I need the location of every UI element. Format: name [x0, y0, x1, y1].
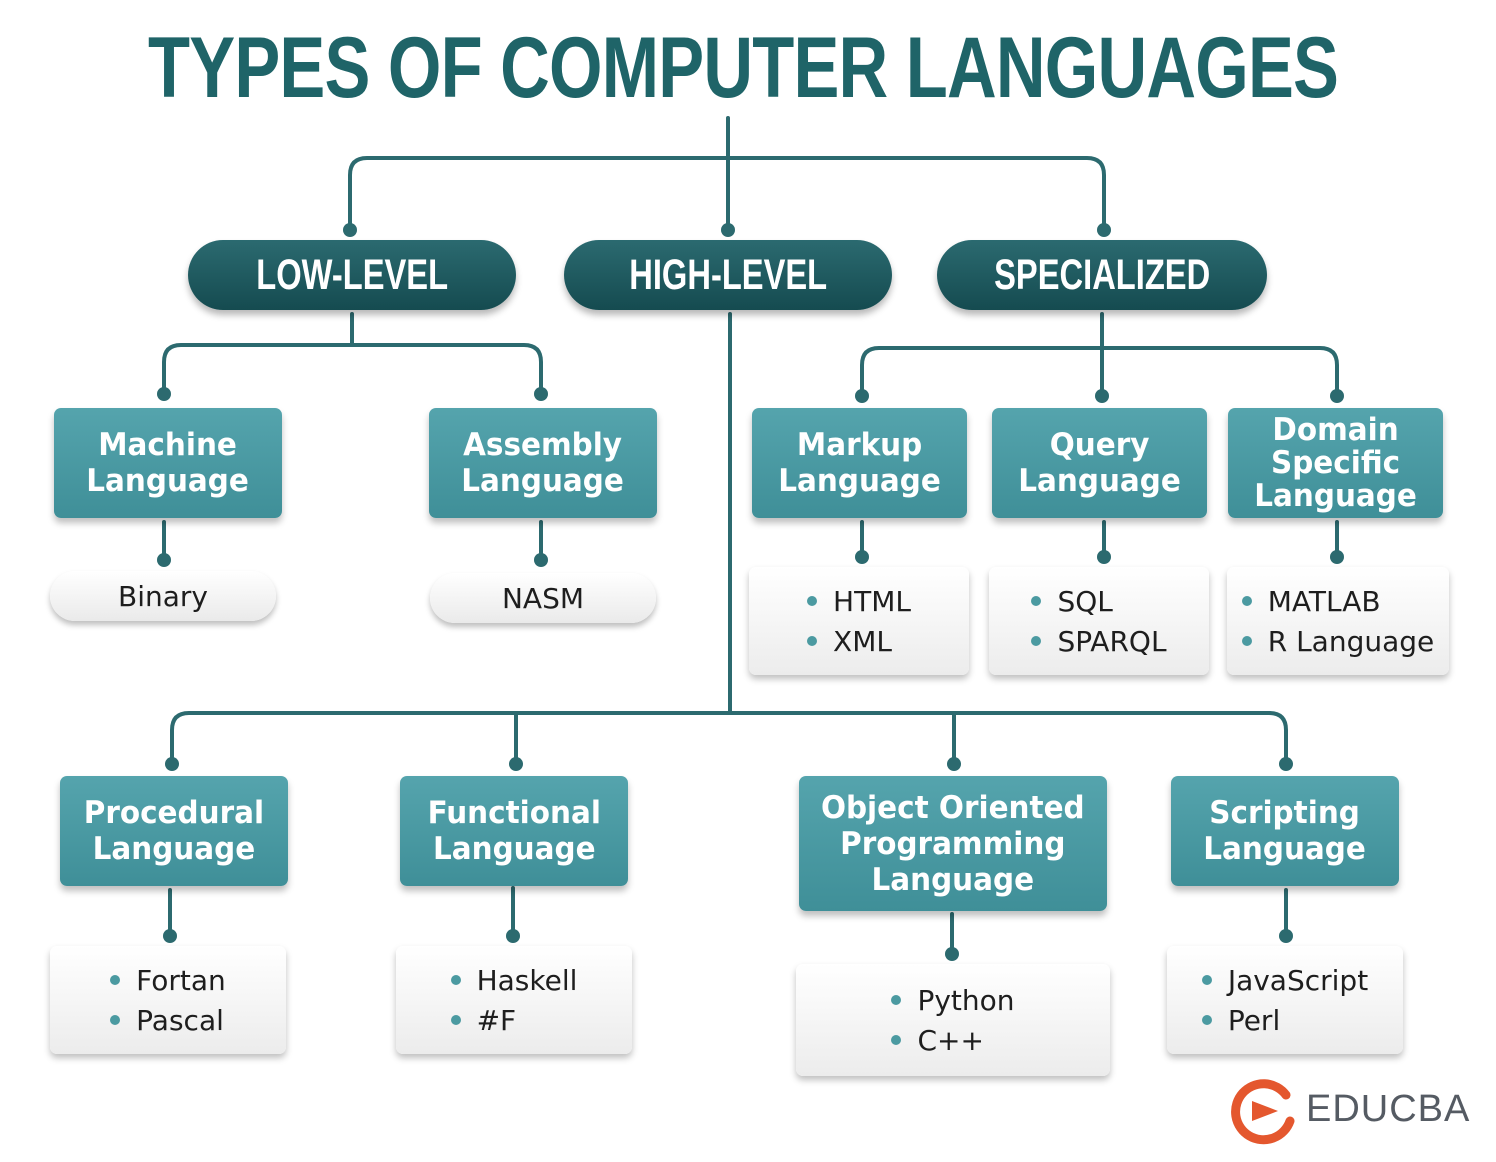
bullet-icon	[110, 975, 121, 985]
bullet-icon	[1031, 596, 1042, 606]
list-item: JavaScript	[1201, 960, 1368, 1000]
scripting-language-box: Scripting Language	[1171, 776, 1399, 886]
bullet-icon	[807, 596, 818, 606]
specialized-label: SPECIALIZED	[993, 250, 1211, 299]
domain-specific-language-box: Domain Specific Language	[1228, 408, 1443, 518]
bullet-icon	[807, 636, 818, 646]
list-item: Python	[891, 980, 1015, 1020]
list-item: C++	[891, 1020, 1014, 1060]
functional-examples-card: Haskell #F	[396, 946, 632, 1054]
query-language-box: Query Language	[992, 408, 1207, 518]
machine-language-box: Machine Language	[54, 408, 282, 518]
bullet-icon	[1031, 636, 1042, 646]
assembly-language-box: Assembly Language	[429, 408, 657, 518]
oop-language-label: Object Oriented Programming Language	[821, 789, 1085, 898]
domain-examples-card: MATLAB R Language	[1227, 567, 1449, 675]
machine-example: Binary	[118, 579, 208, 613]
oop-examples-card: Python C++	[796, 964, 1110, 1076]
assembly-example: NASM	[501, 581, 585, 615]
list-item: #F	[450, 1000, 578, 1040]
procedural-language-label: Procedural Language	[83, 795, 265, 867]
bullet-icon	[1201, 975, 1212, 985]
bullet-icon	[1241, 636, 1252, 646]
bullet-icon	[891, 995, 902, 1005]
oop-language-box: Object Oriented Programming Language	[799, 776, 1107, 911]
procedural-language-box: Procedural Language	[60, 776, 288, 886]
high-level-pill: HIGH-LEVEL	[564, 240, 892, 310]
scripting-language-label: Scripting Language	[1203, 795, 1367, 867]
example-connectors	[162, 520, 1339, 952]
scripting-examples-card: JavaScript Perl	[1167, 946, 1403, 1054]
machine-example-chip: Binary	[50, 571, 276, 621]
bullet-icon	[891, 1035, 902, 1045]
markup-language-label: Markup Language	[778, 427, 941, 499]
educba-logo-icon	[1231, 1079, 1295, 1145]
bullet-icon	[1241, 596, 1252, 606]
markup-examples-card: HTML XML	[749, 567, 969, 675]
functional-language-box: Functional Language	[400, 776, 628, 886]
specialized-pill: SPECIALIZED	[937, 240, 1267, 310]
low-level-connector	[162, 312, 543, 392]
high-level-label: HIGH-LEVEL	[629, 250, 827, 299]
bullet-icon	[450, 1015, 461, 1025]
list-item: Perl	[1201, 1000, 1368, 1040]
list-item: SQL	[1031, 581, 1166, 621]
bullet-icon	[1201, 1015, 1212, 1025]
brand-name: EDUCBA	[1306, 1088, 1471, 1130]
list-item: SPARQL	[1031, 621, 1167, 661]
list-item: XML	[807, 621, 911, 661]
list-item: HTML	[807, 581, 911, 621]
high-level-connector	[170, 312, 1288, 762]
list-item: MATLAB	[1241, 581, 1435, 621]
query-language-label: Query Language	[1018, 427, 1181, 499]
title-connector	[348, 116, 1106, 230]
machine-language-label: Machine Language	[86, 427, 250, 499]
diagram-title: TYPES OF COMPUTER LANGUAGES	[148, 20, 1339, 116]
list-item: Fortan	[110, 960, 226, 1000]
assembly-language-label: Assembly Language	[461, 427, 625, 499]
list-item: R Language	[1241, 621, 1434, 661]
low-level-label: LOW-LEVEL	[256, 250, 448, 299]
list-item: Haskell	[450, 960, 577, 1000]
functional-language-label: Functional Language	[427, 795, 601, 867]
list-item: Pascal	[110, 1000, 226, 1040]
bullet-icon	[450, 975, 461, 985]
assembly-example-chip: NASM	[430, 573, 656, 623]
procedural-examples-card: Fortan Pascal	[50, 946, 286, 1054]
domain-specific-language-label: Domain Specific Language	[1254, 411, 1417, 514]
bullet-icon	[110, 1015, 121, 1025]
markup-language-box: Markup Language	[752, 408, 967, 518]
low-level-pill: LOW-LEVEL	[188, 240, 516, 310]
query-examples-card: SQL SPARQL	[989, 567, 1209, 675]
specialized-connector	[860, 312, 1339, 394]
